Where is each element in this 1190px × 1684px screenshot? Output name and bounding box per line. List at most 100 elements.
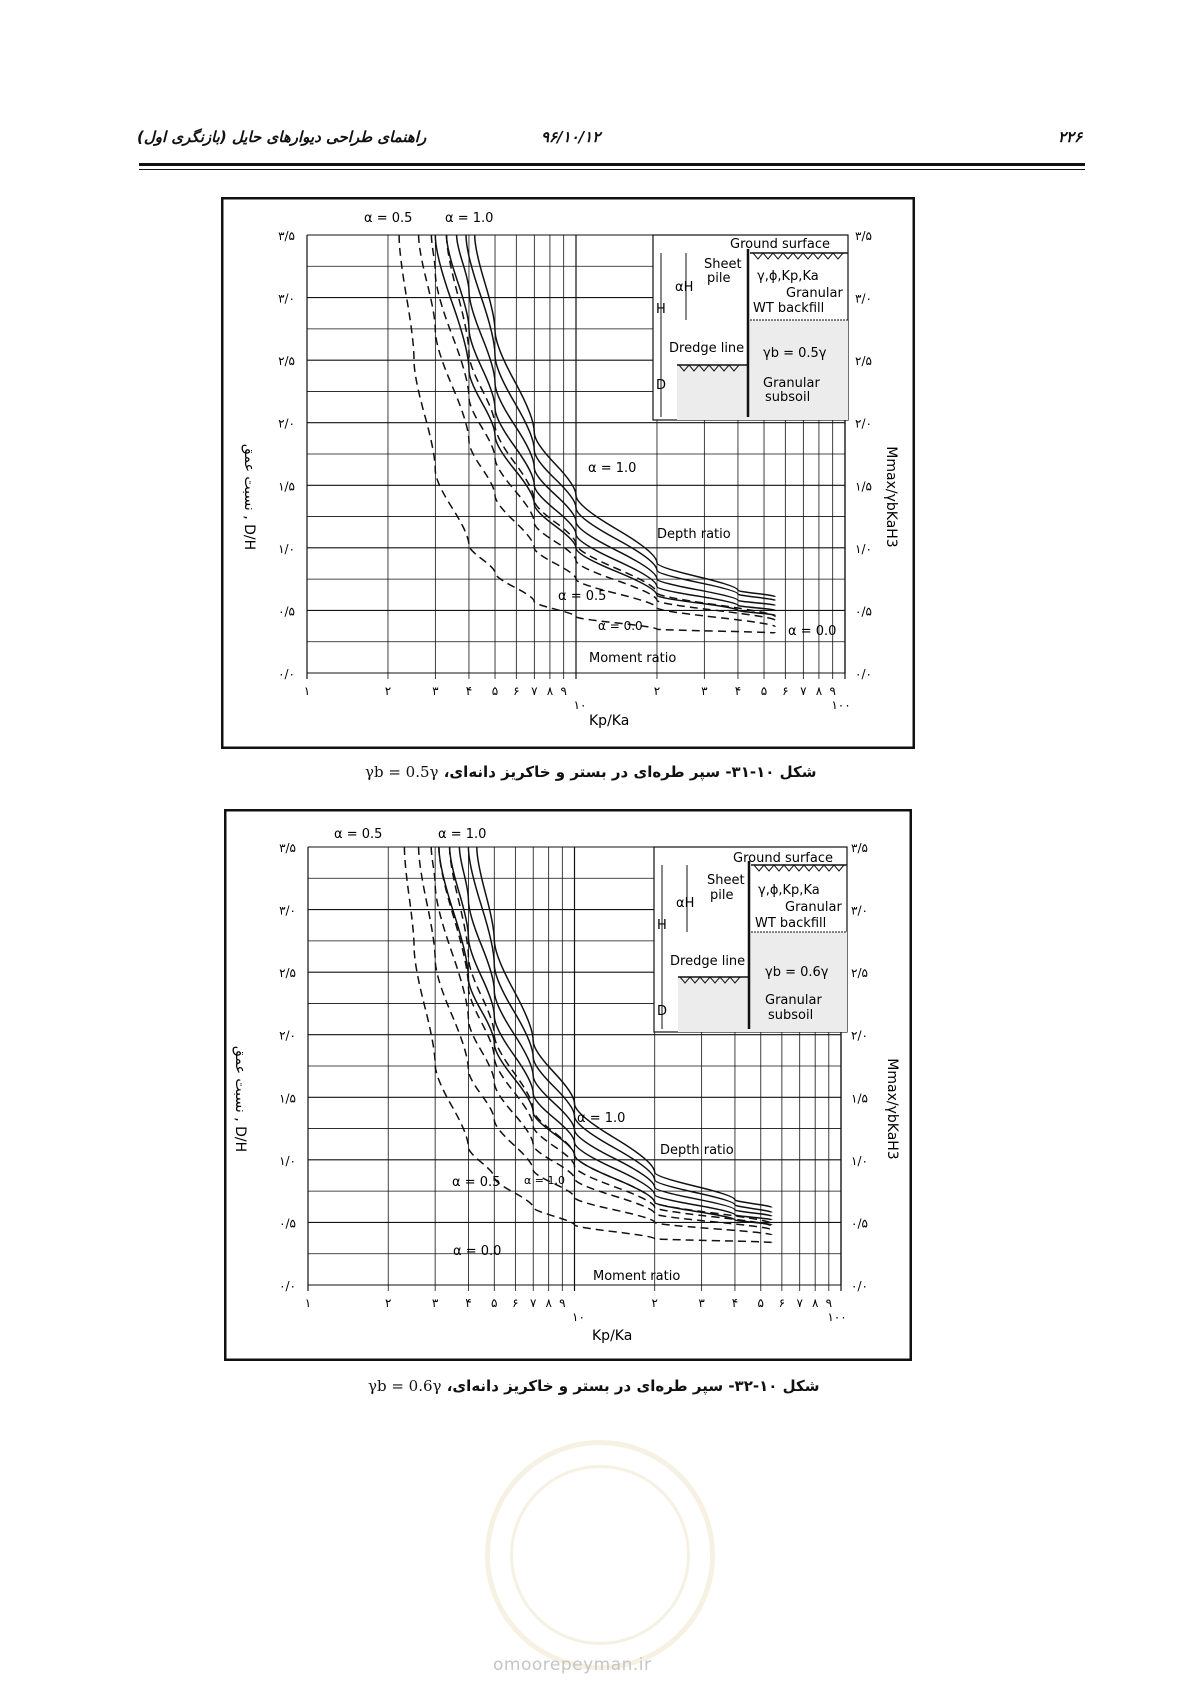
header-date: ۹۶/۱۰/۱۲	[541, 128, 601, 146]
y-tick-label-right: ۲/۵	[855, 354, 872, 368]
moment-ratio-curve	[398, 234, 776, 634]
dredge-hatch	[679, 976, 741, 984]
x-tick-label: ۶	[512, 1296, 518, 1310]
inset-pile: pile	[707, 271, 730, 286]
y-tick-label-left: ۳/۰	[278, 292, 295, 306]
header-rule-thick	[139, 163, 1085, 166]
figure-1-caption: شکل ۱۰-۳۱- سپر طره‌ای در بستر و خاکریز د…	[365, 763, 817, 781]
y-tick-label-left: ۰/۵	[278, 604, 295, 618]
inset-subsoil-fill	[677, 365, 747, 420]
x-axis-label: Kp/Ka	[589, 713, 629, 729]
moment-ratio-curve	[438, 846, 773, 1227]
x-tick-label: ۲	[651, 1296, 657, 1310]
x-axis-label: Kp/Ka	[592, 1328, 632, 1344]
x-tick-label: ۵	[761, 684, 767, 698]
x-tick-label: ۳	[701, 684, 708, 698]
y-tick-label-right: ۱/۵	[855, 479, 872, 493]
x-tick-label: ۲	[385, 1296, 391, 1310]
figure-1-chart: ۰/۰ ۰/۰ ۰/۵ ۰/۵ ۱/۰ ۱/۰ ۱/۵ ۱/۵ ۲/۰ ۲/۰ ۲/۵ ۲/۵ ۳/۰ ۳…	[221, 197, 915, 749]
annotation-alpha-05: α = 0.5	[558, 589, 606, 604]
inset-granular2: Granular	[763, 376, 820, 391]
annotation-depth-ratio: Depth ratio	[660, 1143, 734, 1158]
inset-sheet: Sheet	[704, 257, 742, 272]
y-tick-label-left: ۰/۰	[278, 667, 295, 681]
y-axis-label-left: نسبت عمق , D/H	[241, 444, 257, 550]
header-rule-thin	[139, 169, 1085, 170]
inset-d: D	[656, 378, 666, 393]
figure-2-caption-formula: γb = 0.6γ	[368, 1377, 442, 1395]
y-tick-label-right: ۱/۵	[851, 1091, 868, 1105]
depth-ratio-curve	[448, 846, 773, 1221]
inset-gamma-b: γb = 0.5γ	[763, 346, 827, 361]
dredge-hatch	[678, 364, 740, 372]
annotation-depth-ratio: Depth ratio	[657, 527, 731, 542]
y-tick-label-right: ۲/۰	[855, 417, 872, 431]
inset-h: H	[656, 302, 666, 317]
y-tick-label-left: ۲/۵	[278, 354, 295, 368]
inset-subsoil: subsoil	[765, 390, 810, 405]
x-tick-label: ۷	[800, 684, 807, 698]
x-tick-label: ۷	[796, 1296, 803, 1310]
x-tick-label: ۹	[560, 684, 566, 698]
moment-ratio-curve	[445, 234, 776, 618]
x-tick-label: ۴	[466, 684, 472, 698]
annotation-moment-ratio: Moment ratio	[589, 651, 676, 666]
y-tick-label-right: ۰/۰	[855, 667, 872, 681]
y-tick-label-left: ۳/۵	[278, 229, 295, 243]
alpha-top-right: α = 1.0	[445, 211, 493, 226]
x-tick-label: ۳	[432, 1296, 439, 1310]
inset-wt-backfill: WT backfill	[753, 301, 824, 316]
inset-h: H	[657, 918, 667, 933]
x-tick-label: ۷	[531, 684, 538, 698]
y-tick-label-right: ۱/۰	[855, 542, 872, 556]
y-tick-label-right: ۳/۰	[851, 904, 868, 918]
depth-ratio-curve	[455, 234, 776, 607]
x-tick-label: ۹	[559, 1296, 565, 1310]
x-tick-label: ۶	[779, 1296, 785, 1310]
x-tick-label: ۵	[492, 684, 498, 698]
y-tick-label-left: ۰/۰	[279, 1279, 296, 1293]
x-tick-label: ۵	[491, 1296, 497, 1310]
annotation-alpha-1-small: α = 1.0	[524, 1174, 565, 1187]
annotation-moment-ratio: Moment ratio	[593, 1269, 680, 1284]
x-tick-label: ۱۰	[572, 1310, 585, 1324]
inset-wt-backfill: WT backfill	[755, 916, 826, 931]
y-tick-label-right: ۱/۰	[851, 1154, 868, 1168]
y-tick-label-left: ۱/۰	[279, 1154, 296, 1168]
annotation-alpha-05: α = 0.5	[452, 1175, 500, 1190]
y-tick-label-right: ۲/۰	[851, 1029, 868, 1043]
x-tick-label: ۶	[782, 684, 788, 698]
inset-ground-surface: Ground surface	[730, 237, 830, 252]
figure-1-caption-text: شکل ۱۰-۳۱- سپر طره‌ای در بستر و خاکریز د…	[443, 763, 817, 781]
x-tick-label: ۱	[305, 1296, 311, 1310]
y-tick-label-left: ۲/۰	[278, 417, 295, 431]
x-tick-label: ۹	[826, 1296, 832, 1310]
x-tick-label: ۱۰	[574, 698, 587, 712]
y-tick-label-left: ۲/۰	[279, 1029, 296, 1043]
inset-d: D	[657, 1004, 667, 1019]
inset-alpha-h: αH	[676, 896, 694, 911]
y-tick-label-right: ۲/۵	[851, 966, 868, 980]
y-tick-label-left: ۱/۵	[278, 479, 295, 493]
figure-2-caption: شکل ۱۰-۳۲- سپر طره‌ای در بستر و خاکریز د…	[368, 1377, 820, 1395]
annotation-alpha-0-right: α = 0.0	[788, 624, 836, 639]
y-tick-label-right: ۰/۰	[851, 1279, 868, 1293]
annotation-alpha-0-mid: α = 0.0	[598, 619, 643, 633]
figure-1-caption-formula: γb = 0.5γ	[365, 763, 439, 781]
moment-ratio-curve	[417, 846, 773, 1236]
x-tick-label: ۱۰۰	[831, 698, 850, 712]
annotation-alpha-1: α = 1.0	[588, 461, 636, 476]
inset-granular: Granular	[786, 286, 843, 301]
x-tick-label: ۹	[829, 684, 835, 698]
depth-ratio-curve	[476, 846, 773, 1209]
x-tick-label: ۸	[812, 1296, 819, 1310]
depth-ratio-curve	[458, 846, 773, 1217]
x-tick-label: ۶	[513, 684, 519, 698]
x-tick-label: ۴	[735, 684, 741, 698]
y-tick-label-left: ۳/۰	[279, 904, 296, 918]
inset-dredge-line: Dredge line	[669, 341, 744, 356]
depth-ratio-curve	[473, 234, 776, 598]
depth-ratio-curve	[434, 234, 776, 617]
inset-dredge-line: Dredge line	[670, 954, 745, 969]
depth-ratio-curve	[445, 234, 776, 612]
